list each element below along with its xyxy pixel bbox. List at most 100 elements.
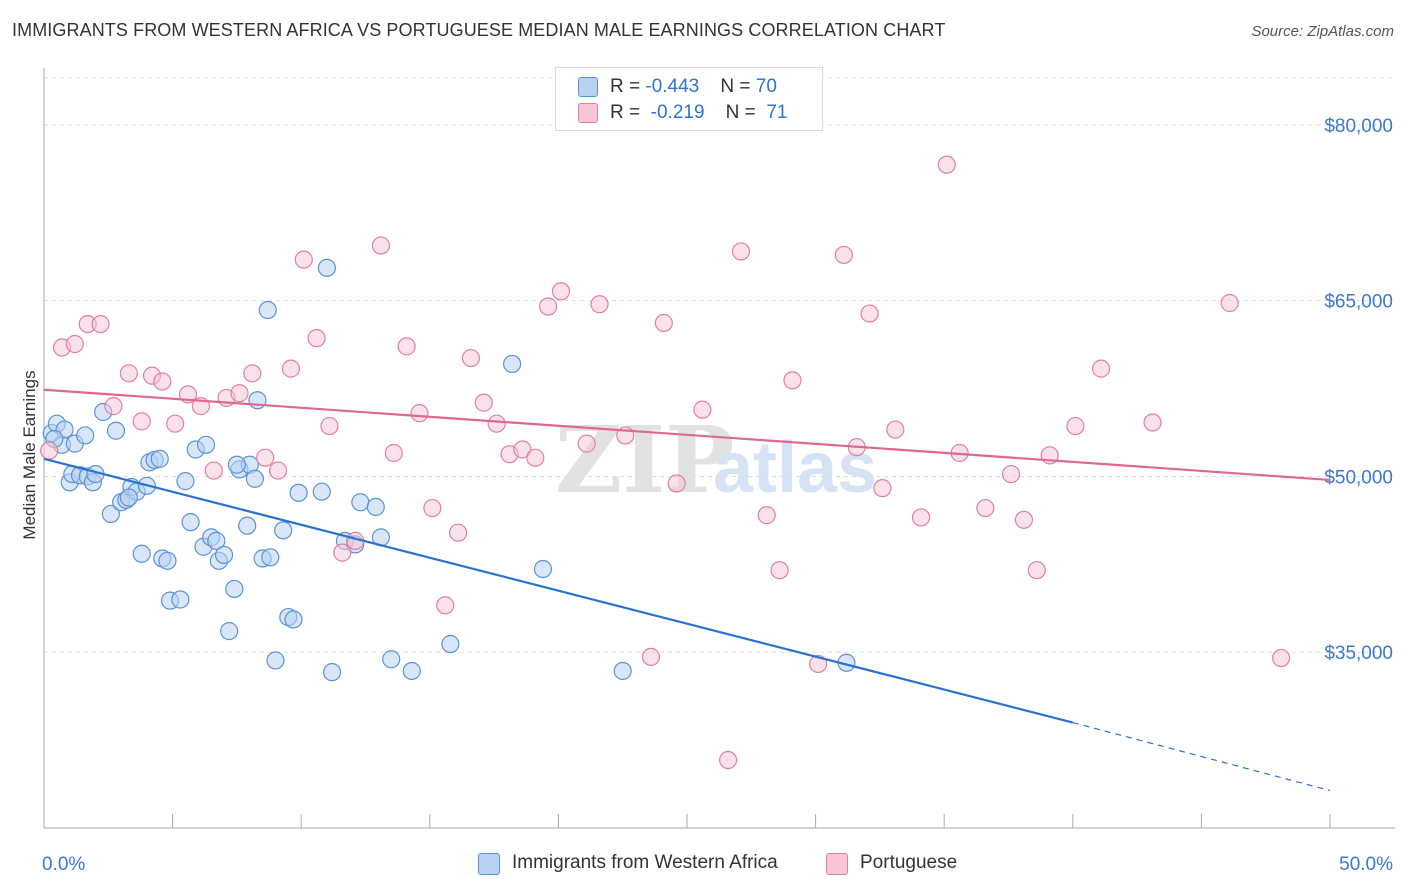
grid-lines — [44, 77, 1395, 653]
y-tick-label: $80,000 — [1324, 116, 1393, 137]
data-point-western-africa — [274, 521, 293, 540]
data-point-portuguese — [834, 245, 853, 265]
data-point-western-africa — [322, 663, 342, 682]
data-point-portuguese — [132, 412, 151, 431]
data-point-portuguese — [104, 397, 123, 416]
stats-legend: R = -0.443 N = 70 R = -0.219 N = 71 — [555, 67, 823, 131]
data-point-portuguese — [423, 498, 442, 518]
trend-lines — [43, 388, 1331, 792]
data-point-portuguese — [65, 334, 84, 354]
data-point-western-africa — [441, 634, 460, 654]
r-label: R = — [610, 102, 646, 123]
data-point-portuguese — [976, 498, 995, 518]
data-point-portuguese — [731, 242, 751, 261]
data-point-western-africa — [119, 488, 138, 507]
legend-swatch-blue — [478, 853, 500, 875]
data-point-western-africa — [76, 426, 95, 445]
trend-line-western-africa-extension — [1072, 721, 1331, 792]
data-point-western-africa — [106, 421, 126, 440]
data-point-portuguese — [397, 337, 416, 356]
n-label: N = — [720, 76, 756, 97]
data-point-western-africa — [196, 435, 216, 454]
data-point-portuguese — [307, 329, 326, 348]
data-point-portuguese — [1014, 510, 1034, 529]
data-point-western-africa — [181, 513, 200, 532]
data-point-portuguese — [539, 297, 558, 316]
data-point-portuguese — [719, 750, 738, 770]
data-point-western-africa — [503, 354, 522, 374]
data-point-portuguese — [461, 348, 481, 368]
data-point-portuguese — [448, 523, 468, 542]
n-label: N = — [725, 102, 762, 123]
series-portuguese-points — [40, 155, 1291, 770]
trend-line-western-africa — [43, 457, 1074, 724]
data-point-portuguese — [513, 440, 532, 459]
trend-line-portuguese — [43, 388, 1331, 482]
data-point-western-africa — [289, 483, 308, 502]
data-point-western-africa — [214, 545, 234, 565]
data-point-portuguese — [693, 400, 712, 419]
data-point-portuguese — [873, 479, 892, 498]
data-point-western-africa — [171, 590, 190, 609]
data-point-portuguese — [40, 441, 59, 460]
data-point-portuguese — [153, 372, 172, 391]
data-point-portuguese — [230, 384, 249, 403]
data-point-portuguese — [1091, 359, 1111, 378]
y-tick-label: $65,000 — [1324, 292, 1393, 313]
data-point-portuguese — [256, 448, 275, 467]
data-point-western-africa — [284, 610, 303, 629]
data-point-portuguese — [294, 250, 313, 269]
data-point-portuguese — [770, 561, 789, 580]
data-point-western-africa — [402, 661, 421, 681]
data-point-western-africa — [613, 661, 632, 681]
data-point-portuguese — [911, 508, 931, 527]
data-point-western-africa — [261, 548, 280, 567]
data-point-western-africa — [382, 650, 401, 669]
data-point-portuguese — [436, 596, 455, 615]
x-tick-labels: 0.0% 50.0% — [42, 854, 1393, 875]
data-point-portuguese — [1001, 464, 1021, 484]
data-point-western-africa — [227, 455, 246, 474]
data-point-portuguese — [91, 314, 110, 334]
data-point-western-africa — [207, 531, 226, 550]
data-point-western-africa — [238, 516, 257, 535]
data-point-portuguese — [243, 364, 262, 383]
data-point-portuguese — [1143, 413, 1162, 432]
legend-label: Immigrants from Western Africa — [512, 852, 778, 873]
data-point-portuguese — [783, 371, 802, 390]
legend-label: Portuguese — [860, 852, 958, 873]
legend-swatch-blue — [578, 77, 598, 97]
r-value: -0.443 — [645, 76, 700, 97]
data-point-portuguese — [410, 404, 429, 423]
data-point-portuguese — [937, 155, 956, 174]
data-point-portuguese — [809, 654, 828, 674]
data-point-western-africa — [150, 449, 169, 468]
data-point-western-africa — [101, 504, 120, 524]
r-value: -0.219 — [650, 102, 705, 123]
n-value: 71 — [766, 102, 788, 123]
data-point-western-africa — [225, 579, 244, 599]
data-point-western-africa — [245, 469, 265, 488]
data-point-portuguese — [654, 313, 673, 333]
data-point-portuguese — [526, 448, 545, 467]
data-point-portuguese — [1066, 416, 1085, 436]
series-western-africa-points — [42, 258, 856, 682]
data-point-portuguese — [641, 647, 661, 667]
data-point-western-africa — [158, 551, 177, 570]
data-point-portuguese — [757, 506, 776, 525]
y-tick-labels: $35,000 $50,000 $65,000 $80,000 — [1324, 116, 1393, 664]
data-point-portuguese — [320, 416, 339, 436]
data-point-western-africa — [366, 497, 385, 517]
data-point-western-africa — [132, 544, 151, 563]
data-point-portuguese — [166, 414, 185, 433]
data-point-portuguese — [487, 414, 506, 433]
data-point-portuguese — [886, 420, 905, 439]
x-tick-label-max: 50.0% — [1339, 854, 1393, 875]
watermark-zip: ZIP — [555, 406, 734, 514]
data-point-western-africa — [351, 493, 370, 512]
n-value: 70 — [755, 76, 777, 97]
data-point-western-africa — [176, 472, 195, 491]
data-point-portuguese — [384, 443, 403, 463]
